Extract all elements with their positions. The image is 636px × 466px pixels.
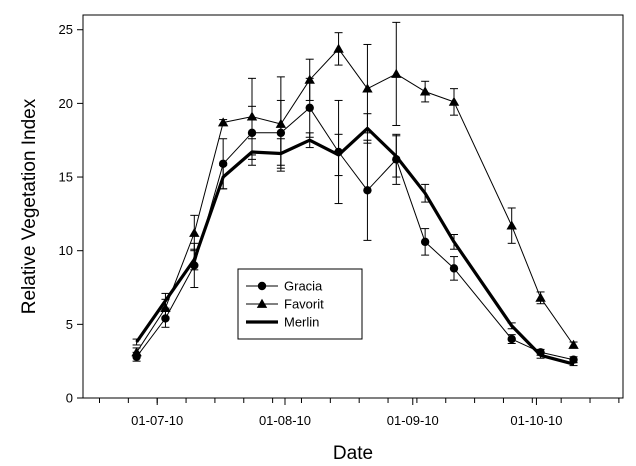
data-point: [449, 264, 459, 273]
legend-label: Merlin: [284, 315, 319, 330]
axes: 0 5 10 15 20 25 01-07-10 01-08-10 01-09-10 01-10-…: [59, 14, 624, 428]
data-point: [569, 355, 578, 364]
data-point: [420, 237, 430, 247]
data-point: [362, 83, 373, 93]
legend: Gracia Favorit Merlin: [237, 268, 363, 340]
y-tick-label: 20: [59, 96, 73, 111]
data-point: [189, 227, 200, 237]
plot-frame: [82, 14, 624, 399]
y-tick-label: 25: [59, 22, 73, 37]
data-point: [419, 86, 431, 96]
series-merlin: [132, 113, 578, 367]
x-tick-label: 01-10-10: [510, 413, 562, 428]
data-point: [507, 334, 516, 344]
data-point: [506, 220, 517, 230]
legend-label: Gracia: [284, 279, 323, 294]
x-axis-title: Date: [333, 443, 373, 464]
data-point: [161, 314, 170, 323]
legend-marker: [256, 298, 268, 308]
data-point: [391, 68, 402, 78]
data-point: [363, 186, 372, 195]
x-tick-label: 01-08-10: [259, 413, 311, 428]
legend-marker: [257, 281, 267, 291]
x-tick-label: 01-07-10: [131, 413, 183, 428]
data-point: [217, 117, 229, 127]
y-axis-title: Relative Vegetation Index: [19, 98, 40, 314]
y-tick-label: 15: [59, 170, 73, 185]
y-tick-label: 0: [66, 391, 73, 406]
data-point: [131, 347, 142, 357]
data-point: [568, 339, 579, 349]
data-point: [448, 96, 460, 106]
data-point: [218, 159, 228, 168]
series-favorit: [131, 21, 579, 358]
data-point: [535, 292, 546, 302]
data-point: [246, 111, 258, 121]
y-tick-label: 5: [66, 317, 73, 332]
legend-label: Favorit: [284, 297, 324, 312]
x-tick-label: 01-09-10: [387, 413, 439, 428]
data-point: [275, 118, 287, 128]
plot-area: [131, 21, 579, 367]
data-point: [333, 43, 344, 53]
data-point: [305, 103, 314, 113]
y-tick-label: 10: [59, 243, 73, 258]
data-point: [304, 74, 315, 84]
